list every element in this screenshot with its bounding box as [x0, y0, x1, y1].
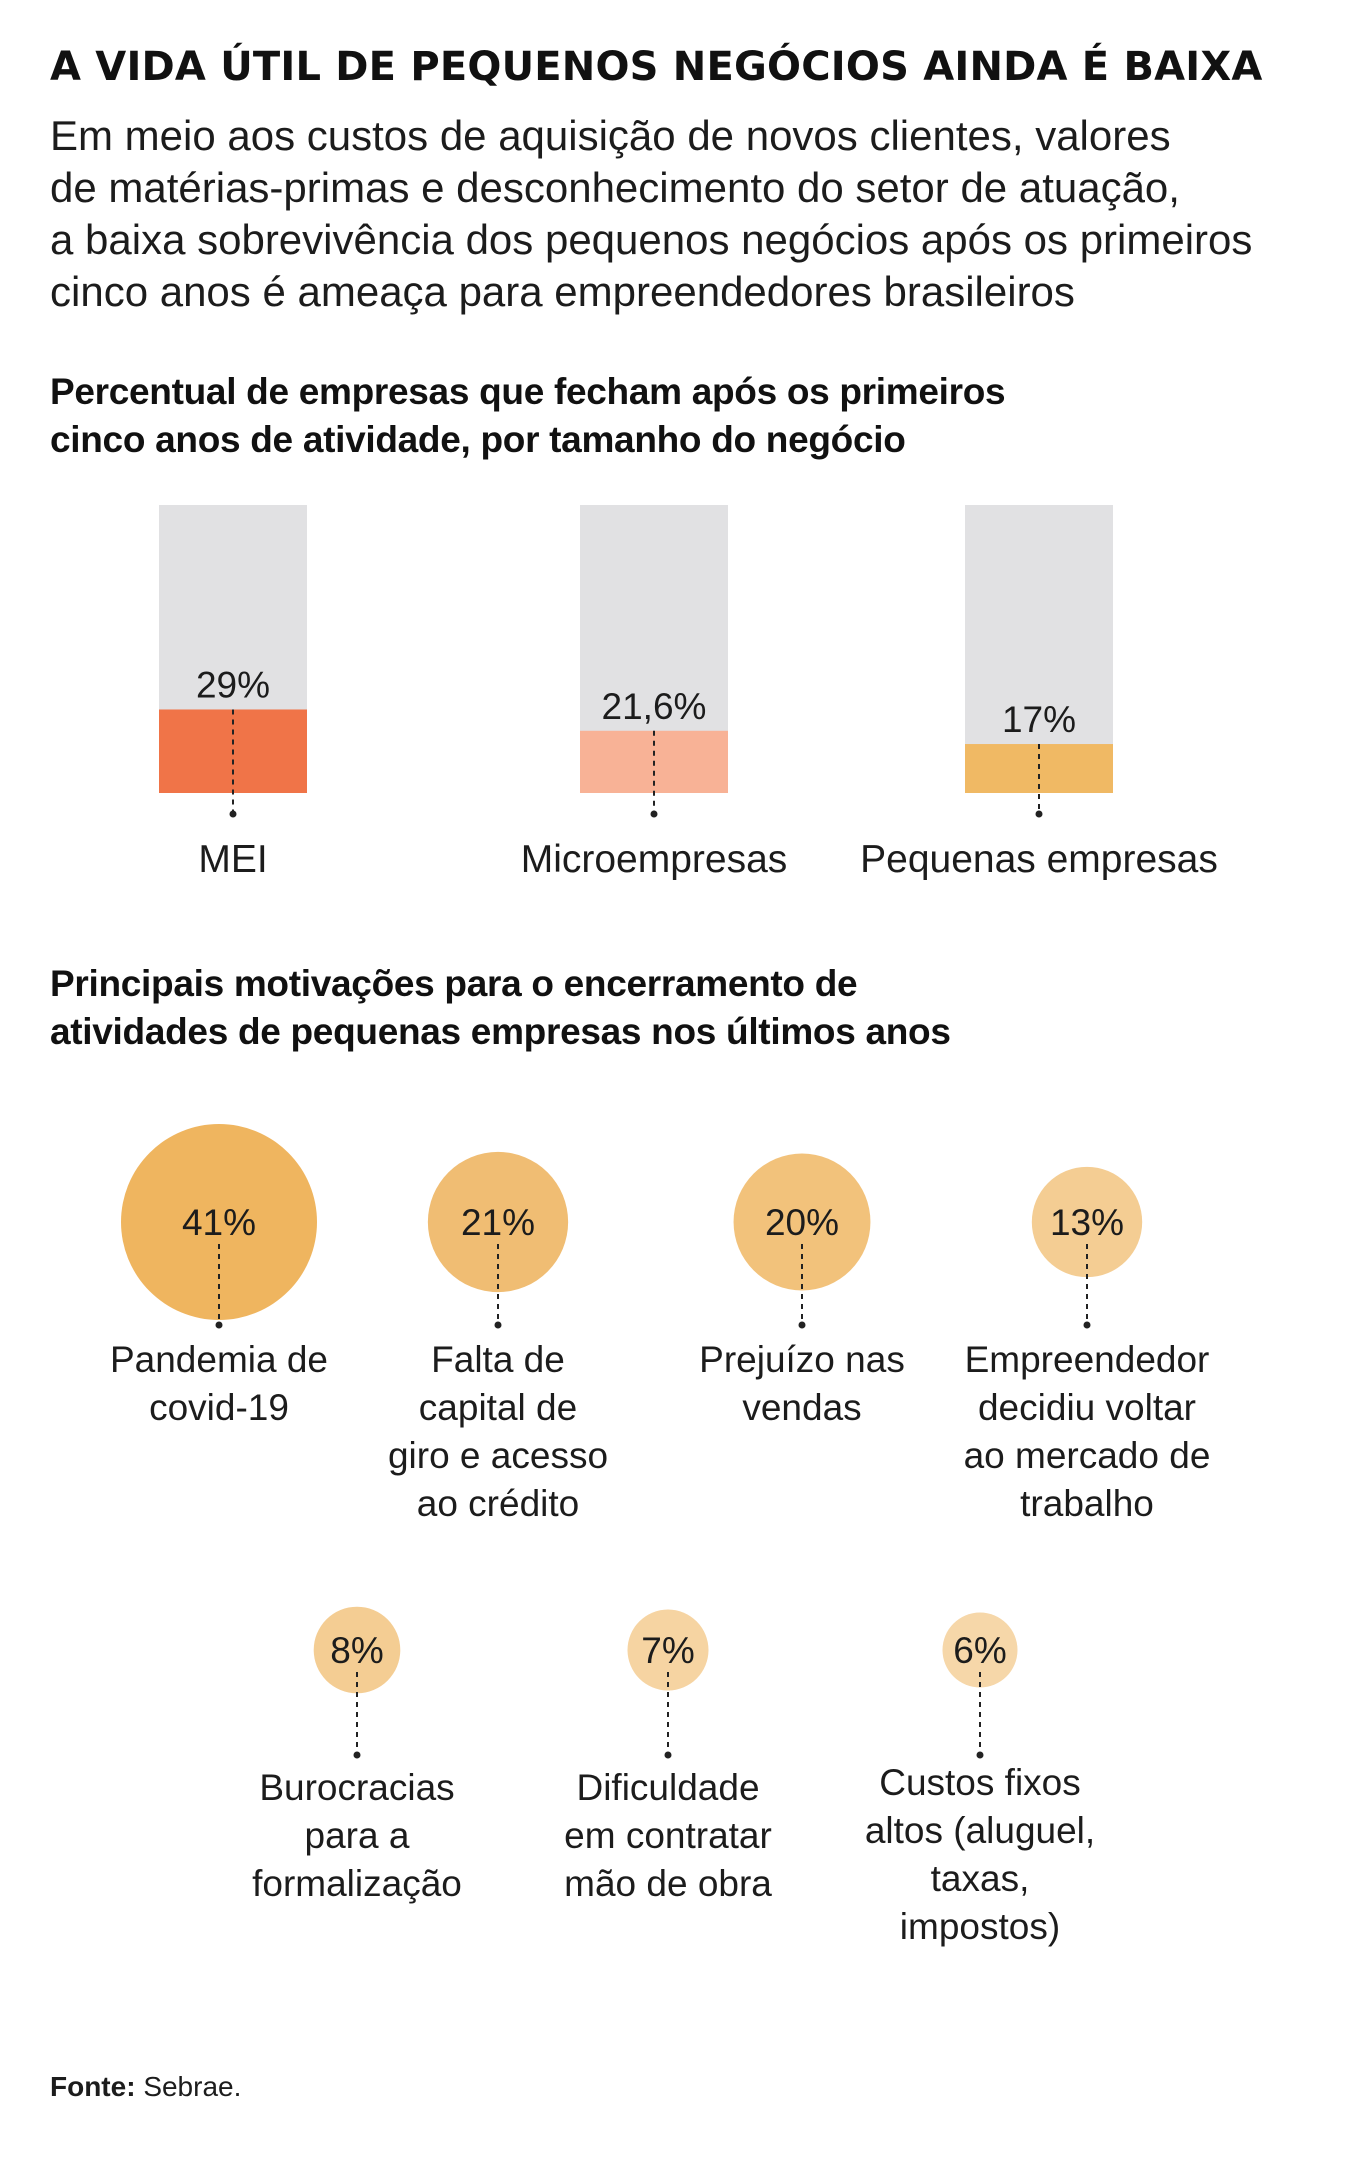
source-text: Sebrae.: [143, 2071, 242, 2102]
label-line: covid-19: [149, 1387, 289, 1428]
bar-leader-dot: [650, 810, 658, 818]
bar-value-label: 21,6%: [602, 686, 707, 727]
bubble-group: 6% Custos fixos altos (aluguel, taxas, impos…: [865, 1612, 1095, 1947]
bar-chart: 29% MEI 21,6% Microempresas 17% Pequenas empr…: [159, 505, 1218, 881]
label-line: Custos fixos: [879, 1762, 1081, 1803]
label-line: Empreendedor: [965, 1339, 1210, 1380]
bubble-group: 13% Empreendedor decidiu voltar ao mercado …: [964, 1166, 1211, 1524]
label-line: para a: [305, 1815, 410, 1856]
label-line: giro e acesso: [388, 1435, 608, 1476]
bubble-chart: 41% Pandemia de covid-19 21% Falta de capital…: [110, 1124, 1210, 1947]
bubble-group: 21% Falta de capital de giro e acesso ao cré…: [388, 1151, 608, 1524]
bubble: [733, 1153, 871, 1291]
source-label: Fonte:: [50, 2071, 136, 2102]
label-line: ao crédito: [417, 1483, 580, 1524]
bubble-category-label: Custos fixos altos (aluguel, taxas, imposto…: [865, 1762, 1095, 1947]
bubble: [427, 1151, 569, 1293]
bar-chart-title: Percentual de empresas que fecham após o…: [50, 371, 1006, 460]
bubble: [1031, 1166, 1143, 1278]
bubble-category-label: Prejuízo nas vendas: [699, 1339, 905, 1428]
bar-group: 17% Pequenas empresas: [860, 505, 1218, 881]
bubble-category-label: Falta de capital de giro e acesso ao crédit…: [388, 1339, 608, 1524]
label-line: capital de: [419, 1387, 577, 1428]
bubble-leader-dot: [215, 1321, 223, 1329]
label-line: impostos): [900, 1906, 1060, 1947]
bubble-leader-dot: [798, 1321, 806, 1329]
bar-category-label: Pequenas empresas: [860, 838, 1218, 881]
label-line: Falta de: [431, 1339, 565, 1380]
page-title: A VIDA ÚTIL DE PEQUENOS NEGÓCIOS AINDA É…: [50, 44, 1263, 90]
label-line: ao mercado de: [964, 1435, 1211, 1476]
bubble-value-label: 41%: [182, 1202, 256, 1243]
bubble-leader-dot: [353, 1751, 361, 1759]
bubble-group: 41% Pandemia de covid-19: [110, 1124, 328, 1428]
label-line: altos (aluguel,: [865, 1810, 1095, 1851]
bubble-chart-title: Principais motivações para o encerrament…: [50, 963, 951, 1052]
bubble-category-label: Pandemia de covid-19: [110, 1339, 328, 1428]
bubble: [627, 1609, 709, 1691]
bubble: [313, 1606, 401, 1694]
bar-value-label: 29%: [196, 664, 270, 705]
bar-leader-dot: [229, 810, 237, 818]
bar-category-label: Microempresas: [521, 838, 788, 881]
bar-group: 29% MEI: [159, 505, 307, 881]
bubble-value-label: 7%: [641, 1630, 694, 1671]
bar-group: 21,6% Microempresas: [521, 505, 788, 881]
bubble-leader-dot: [1083, 1321, 1091, 1329]
bubble-leader-dot: [664, 1751, 672, 1759]
label-line: Burocracias: [259, 1767, 454, 1808]
label-line: decidiu voltar: [978, 1387, 1196, 1428]
bubble-value-label: 8%: [330, 1630, 383, 1671]
bar-value-label: 17%: [1002, 699, 1076, 740]
bubble-leader-dot: [976, 1751, 984, 1759]
bubble: [942, 1612, 1018, 1688]
bubble-leader-dot: [494, 1321, 502, 1329]
label-line: taxas,: [931, 1858, 1030, 1899]
bar-leader-dot: [1035, 810, 1043, 818]
bubble-group: 7% Dificuldade em contratar mão de obra: [564, 1609, 772, 1904]
bubble-category-label: Burocracias para a formalização: [252, 1767, 462, 1904]
bubble-value-label: 21%: [461, 1202, 535, 1243]
label-line: Prejuízo nas: [699, 1339, 905, 1380]
bubble-group: 8% Burocracias para a formalização: [252, 1606, 462, 1904]
label-line: em contratar: [564, 1815, 772, 1856]
bubble: [121, 1124, 317, 1320]
source-note: Fonte: Sebrae.: [50, 2070, 241, 2104]
bubble-category-label: Dificuldade em contratar mão de obra: [564, 1767, 772, 1904]
label-line: mão de obra: [564, 1863, 772, 1904]
bubble-group: 20% Prejuízo nas vendas: [699, 1153, 905, 1428]
bubble-category-label: Empreendedor decidiu voltar ao mercado de t…: [964, 1339, 1211, 1524]
page-subtitle: Em meio aos custos de aquisição de novos…: [50, 112, 1253, 315]
label-line: formalização: [252, 1863, 462, 1904]
bar-category-label: MEI: [198, 838, 267, 881]
label-line: vendas: [742, 1387, 861, 1428]
bubble-value-label: 13%: [1050, 1202, 1124, 1243]
label-line: trabalho: [1020, 1483, 1154, 1524]
label-line: Pandemia de: [110, 1339, 328, 1380]
label-line: Dificuldade: [576, 1767, 759, 1808]
bubble-value-label: 20%: [765, 1202, 839, 1243]
bubble-value-label: 6%: [953, 1630, 1006, 1671]
